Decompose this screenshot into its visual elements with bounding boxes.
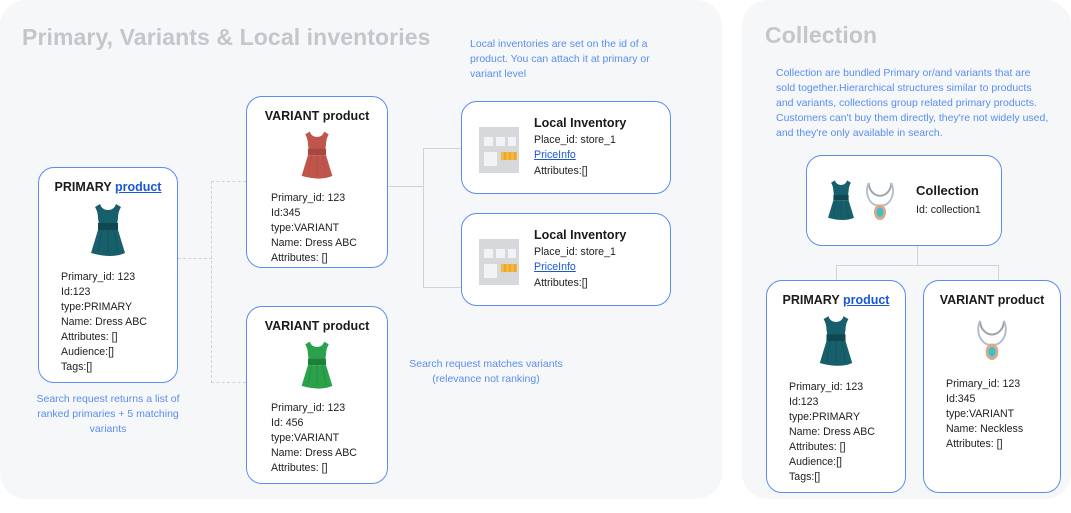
field: Attributes: []	[946, 438, 1003, 451]
panel-right-title: Collection	[765, 22, 878, 48]
field: Primary_id: 123	[61, 271, 136, 283]
card-primary-right-fields: Primary_id: 123 Id:123 type:PRIMARY Name…	[789, 380, 905, 485]
field-attributes: Attributes:[]	[534, 276, 588, 289]
teal-dress-icon	[91, 204, 125, 256]
field: Audience:[]	[789, 456, 843, 469]
field: Tags:[]	[789, 471, 821, 484]
field: type:VARIANT	[946, 408, 1015, 421]
inventory-1-content: Local Inventory Place_id: store_1 PriceI…	[462, 102, 670, 193]
field: Name: Dress ABC	[61, 316, 147, 329]
necklace-icon	[866, 181, 894, 220]
inventory-2-body: Local Inventory Place_id: store_1 PriceI…	[534, 228, 656, 290]
note-collection-description: Collection are bundled Primary or/and va…	[776, 67, 1049, 139]
connector-to-primary-right	[836, 265, 837, 281]
connector-inventory-trunk	[423, 148, 424, 288]
field: Id:345	[946, 393, 976, 406]
inventory-2-title: Local Inventory	[534, 228, 627, 243]
green-dress-icon	[301, 341, 333, 389]
card-collection[interactable]: Collection Id: collection1	[806, 155, 1002, 246]
inventory-1-body: Local Inventory Place_id: store_1 PriceI…	[534, 116, 656, 178]
field: Name: Dress ABC	[271, 447, 357, 460]
field: Id:123	[61, 286, 91, 299]
field: Name: Neckless	[946, 423, 1024, 436]
card-primary-left-title-bold: PRIMARY	[54, 180, 112, 194]
teal-dress-icon	[819, 316, 853, 366]
note-search-primaries: Search request returns a list of ranked …	[36, 393, 180, 435]
field: Primary_id: 123	[271, 402, 346, 414]
field: Attributes: []	[271, 252, 328, 265]
field: Attributes: []	[61, 331, 118, 344]
card-variant-product-red[interactable]: VARIANT product Primary_id: 123 Id:345 t…	[246, 96, 388, 268]
connector-collection-bar	[836, 265, 999, 266]
connector-primary-to-trunk	[178, 258, 212, 259]
card-variant-green-fields: Primary_id: 123 Id: 456 type:VARIANT Nam…	[271, 401, 387, 476]
card-primary-left-fields: Primary_id: 123 Id:123 type:PRIMARY Name…	[61, 270, 177, 375]
field: Attributes: []	[789, 441, 846, 454]
card-variant-product-green[interactable]: VARIANT product Primary_id: 123 Id: 456 …	[246, 306, 388, 484]
teal-dress-icon	[828, 179, 854, 220]
field-place-id: Place_id: store_1	[534, 134, 616, 147]
inventory-1-title: Local Inventory	[534, 116, 627, 131]
red-dress-icon	[301, 131, 333, 179]
card-variant-product-necklace[interactable]: VARIANT product Primary_id: 123 Id:345 t…	[923, 280, 1061, 493]
price-info-link[interactable]: PriceInfo	[534, 261, 576, 274]
price-info-link[interactable]: PriceInfo	[534, 149, 576, 162]
collection-icons	[825, 176, 900, 226]
field: Name: Dress ABC	[789, 426, 875, 439]
card-local-inventory-2[interactable]: Local Inventory Place_id: store_1 PriceI…	[461, 213, 671, 306]
panel-left-title: Primary, Variants & Local inventories	[22, 24, 431, 50]
connector-trunk-to-variant-green	[211, 382, 246, 383]
note-search-variants: Search request matches variants (relevan…	[409, 358, 563, 385]
product-link[interactable]: product	[114, 180, 162, 194]
card-primary-right-title-bold: PRIMARY	[782, 293, 840, 307]
field: Primary_id: 123	[789, 381, 864, 393]
connector-variant-trunk	[211, 181, 212, 383]
connector-collection-stem	[917, 246, 918, 266]
connector-trunk-to-variant-red	[211, 181, 246, 182]
connector-variant-to-inv-trunk	[388, 186, 424, 187]
field: Id:123	[789, 396, 819, 409]
collection-title: Collection	[916, 182, 979, 198]
collection-id: Id: collection1	[916, 203, 981, 216]
field: Attributes: []	[271, 462, 328, 475]
field: Primary_id: 123	[271, 192, 346, 204]
card-primary-right-title: PRIMARY product	[767, 293, 905, 307]
store-icon	[479, 238, 519, 285]
field: Audience:[]	[61, 346, 115, 359]
connector-to-variant-necklace	[998, 265, 999, 281]
card-variant-necklace-title: VARIANT product	[939, 293, 1045, 307]
inventory-2-content: Local Inventory Place_id: store_1 PriceI…	[462, 214, 670, 305]
collection-content: Collection Id: collection1	[807, 156, 1001, 245]
card-variant-red-fields: Primary_id: 123 Id:345 type:VARIANT Name…	[271, 191, 387, 266]
field: Id:345	[271, 207, 301, 220]
field: Primary_id: 123	[946, 378, 1021, 390]
card-variant-necklace-fields: Primary_id: 123 Id:345 type:VARIANT Name…	[946, 377, 1060, 452]
connector-trunk-to-inventory-2	[423, 287, 463, 288]
inventory-2-fields: Place_id: store_1 PriceInfo Attributes:[…	[534, 245, 656, 290]
field: type:VARIANT	[271, 432, 340, 445]
necklace-icon	[977, 320, 1007, 361]
field: Tags:[]	[61, 361, 93, 374]
field: type:PRIMARY	[789, 411, 861, 424]
card-variant-red-title: VARIANT product	[264, 109, 370, 123]
collection-body: Collection Id: collection1	[916, 183, 981, 218]
card-primary-product-left[interactable]: PRIMARY product Primary_id: 123 Id:123 t…	[38, 167, 178, 383]
field-place-id: Place_id: store_1	[534, 246, 616, 259]
field: Id: 456	[271, 417, 304, 430]
field-attributes: Attributes:[]	[534, 164, 588, 177]
field: type:VARIANT	[271, 222, 340, 235]
card-variant-green-title: VARIANT product	[264, 319, 370, 333]
note-local-inventory: Local inventories are set on the id of a…	[470, 38, 650, 80]
connector-trunk-to-inventory-1	[423, 148, 463, 149]
card-primary-left-title: PRIMARY product	[39, 180, 177, 194]
product-link[interactable]: product	[842, 293, 890, 307]
card-primary-product-right[interactable]: PRIMARY product Primary_id: 123 Id:123 t…	[766, 280, 906, 493]
inventory-1-fields: Place_id: store_1 PriceInfo Attributes:[…	[534, 133, 656, 178]
field: type:PRIMARY	[61, 301, 133, 314]
field: Name: Dress ABC	[271, 237, 357, 250]
store-icon	[479, 126, 519, 173]
card-local-inventory-1[interactable]: Local Inventory Place_id: store_1 PriceI…	[461, 101, 671, 194]
